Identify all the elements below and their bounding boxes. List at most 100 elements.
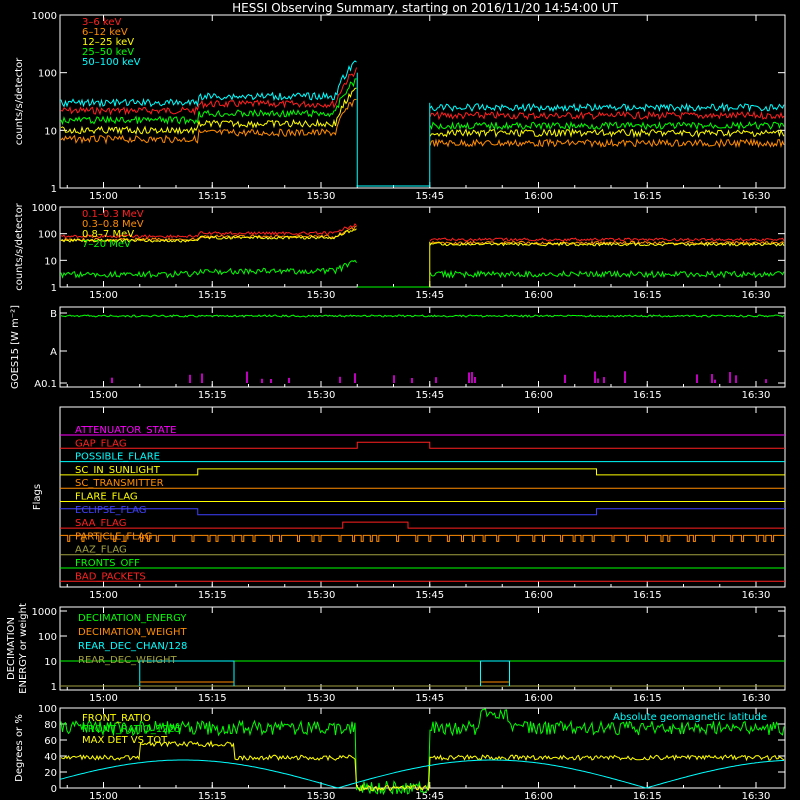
- x-tick-label: 16:00: [524, 290, 553, 301]
- x-tick-label: 15:15: [198, 590, 227, 601]
- legend-entry: 3–6 keV: [82, 17, 121, 28]
- x-tick-label: 15:00: [89, 191, 118, 202]
- x-tick-label: 15:15: [198, 693, 227, 704]
- y-axis-label: counts/s/detector: [14, 202, 25, 290]
- flag-trace: [60, 521, 785, 529]
- series-line: [60, 98, 785, 149]
- y-tick-label: 20: [44, 768, 57, 779]
- x-tick-label: 16:00: [524, 590, 553, 601]
- y-axis-label: counts/s/detector: [14, 57, 25, 145]
- x-tick-label: 16:00: [524, 693, 553, 704]
- y-axis-label: GOES15 [W m⁻²]: [10, 305, 21, 389]
- x-tick-label: 16:15: [633, 693, 662, 704]
- y-axis-label: Degrees or %: [14, 714, 25, 782]
- y-tick-label: 1000: [32, 203, 57, 214]
- y-tick-label: 100: [38, 704, 57, 715]
- x-tick-label: 16:30: [742, 390, 771, 401]
- x-tick-label: 15:15: [198, 791, 227, 800]
- flag-label: SC_IN_SUNLIGHT: [75, 465, 161, 476]
- legend-entry: 7–20 MeV: [82, 239, 131, 250]
- legend-entry: REAR_DEC_WEIGHT: [78, 655, 177, 666]
- x-tick-label: 16:30: [742, 191, 771, 202]
- legend-entry: 0.8–7 MeV: [82, 229, 134, 240]
- x-tick-label: 15:30: [307, 791, 336, 800]
- series-line: [139, 660, 235, 686]
- x-tick-label: 15:30: [307, 693, 336, 704]
- x-tick-label: 15:30: [307, 191, 336, 202]
- x-tick-label: 16:00: [524, 191, 553, 202]
- flag-trace: [60, 468, 785, 476]
- panels: 15:00 15:15 15:30 15:45 16:00 16:15 16:3010001…: [6, 11, 786, 800]
- flag-label: AAZ_FLAG: [75, 545, 127, 556]
- x-tick-label: 16:15: [633, 590, 662, 601]
- series-line: [60, 708, 785, 796]
- legend-entry: REAR_DEC_CHAN/128: [78, 641, 187, 652]
- series-line: [60, 259, 785, 279]
- series-line: [60, 228, 785, 247]
- panel-frame: [59, 306, 786, 388]
- legend-entry: 0.1–0.3 MeV: [82, 209, 144, 220]
- x-tick-label: 16:15: [633, 791, 662, 800]
- series-line: [480, 660, 510, 686]
- panel-6: 15:00 15:15 15:30 15:45 16:00 16:15 16:30 100 80…: [14, 704, 786, 800]
- flag-trace: [60, 441, 785, 449]
- flag-trace: [60, 534, 785, 542]
- y-tick-label: A0.1: [34, 379, 57, 390]
- figure-title: HESSI Observing Summary, starting on 201…: [232, 1, 618, 15]
- x-tick-label: 16:30: [742, 791, 771, 800]
- panel-frame: [59, 14, 786, 189]
- y-tick-label: 100: [38, 230, 57, 241]
- y-tick-label: 80: [44, 720, 57, 731]
- panel-1: 15:00 15:15 15:30 15:45 16:00 16:15 16:30 1000 1…: [14, 11, 786, 202]
- y-axis-label: ENERGY or weight: [18, 603, 29, 694]
- x-tick-label: 15:45: [415, 390, 444, 401]
- y-tick-label: 100: [38, 69, 57, 80]
- legend-entry: DECIMATION_ENERGY: [78, 613, 187, 624]
- panel-2: 15:00 15:15 15:30 15:45 16:00 16:15 16:30 1000 1…: [14, 202, 786, 301]
- x-tick-label: 15:15: [198, 191, 227, 202]
- panel-4: 15:00 15:15 15:30 15:45 16:00 16:15 16:30 Flags…: [32, 406, 786, 601]
- panel-frame: [59, 406, 786, 588]
- x-tick-label: 15:30: [307, 290, 336, 301]
- x-tick-label: 15:00: [89, 693, 118, 704]
- latitude-annotation: Absolute geomagnetic latitude: [613, 712, 767, 723]
- y-tick-label: 60: [44, 736, 57, 747]
- y-axis-label: Flags: [32, 484, 43, 510]
- x-tick-label: 16:15: [633, 290, 662, 301]
- x-tick-label: 15:45: [415, 693, 444, 704]
- y-tick-label: 1000: [32, 607, 57, 618]
- y-tick-label: 40: [44, 752, 57, 763]
- flag-label: ATTENUATOR_STATE: [75, 425, 176, 436]
- legend-entry: 50–100 keV: [82, 57, 141, 68]
- legend-entry: 12–25 keV: [82, 37, 134, 48]
- y-tick-label: 1: [51, 682, 57, 693]
- x-tick-label: 15:00: [89, 290, 118, 301]
- x-tick-label: 15:45: [415, 590, 444, 601]
- flag-label: FRONTS_OFF: [75, 558, 140, 569]
- y-tick-label: 1: [51, 283, 57, 294]
- flag-label: ECLIPSE_FLAG: [75, 505, 146, 516]
- legend-entry: FRONT_RATIO_1225: [82, 724, 181, 735]
- panel-3: 15:00 15:15 15:30 15:45 16:00 16:15 16:30 B A A0.…: [10, 305, 786, 401]
- x-tick-label: 15:45: [415, 191, 444, 202]
- flag-label: GAP_FLAG: [75, 438, 127, 449]
- flag-label: SC_TRANSMITTER: [75, 478, 164, 489]
- flag-label: SAA_FLAG: [75, 518, 126, 529]
- x-tick-label: 15:15: [198, 290, 227, 301]
- legend-entry: FRONT_RATIO: [82, 713, 151, 724]
- x-tick-label: 16:15: [633, 191, 662, 202]
- legend-entry: MAX DET VS TOT: [82, 735, 168, 746]
- legend-entry: 0.3–0.8 MeV: [82, 219, 144, 230]
- y-tick-label: A: [50, 347, 57, 358]
- x-tick-label: 16:00: [524, 390, 553, 401]
- series-line: [60, 223, 785, 242]
- y-tick-label: 10: [44, 657, 57, 668]
- y-tick-label: 0: [51, 784, 57, 795]
- y-axis-label: DECIMATION: [6, 617, 17, 680]
- y-tick-label: B: [50, 309, 57, 320]
- series-line: [60, 67, 785, 121]
- series-line: [60, 87, 785, 139]
- legend-entry: 6–12 keV: [82, 27, 128, 38]
- y-tick-label: 100: [38, 632, 57, 643]
- series-line: [60, 314, 785, 318]
